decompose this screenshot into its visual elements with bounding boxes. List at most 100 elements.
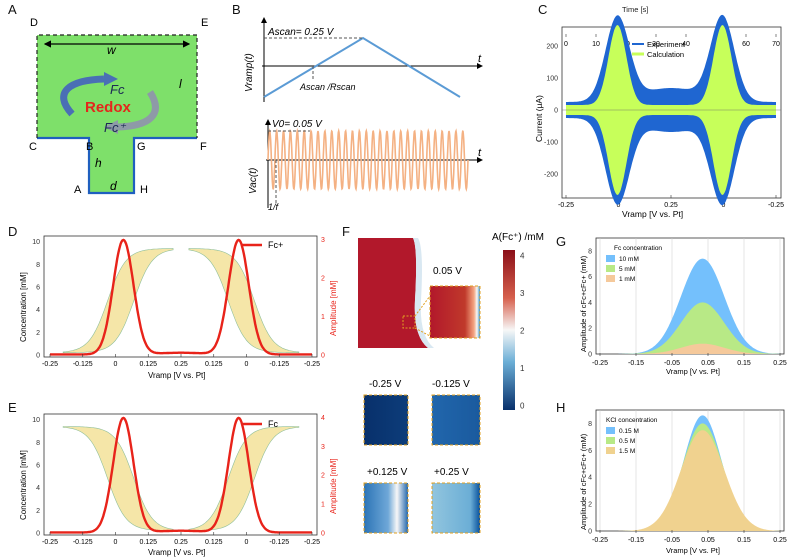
g-series-10mm — [600, 258, 780, 354]
d-ylabel-right: Amplitude [mM] — [329, 280, 338, 336]
tick-label: 0.05 — [701, 360, 715, 367]
length-label: l — [179, 77, 182, 91]
tick-label: -0.15 — [628, 537, 644, 544]
tick-label: -200 — [544, 172, 558, 179]
d-ylabel-left: Concentration [mM] — [19, 272, 28, 342]
panel-d: D -0.25 -0.125 0 0.125 0.25 0.125 0 -0.125 -0.25… — [8, 224, 338, 380]
d-band-left — [62, 248, 174, 353]
tick-label: 2 — [588, 502, 592, 509]
e-yticks: 10 8 6 4 2 0 — [32, 417, 40, 537]
ramp-wave — [263, 36, 461, 98]
f-colorbar-ticks: 4 3 2 1 0 — [520, 252, 525, 411]
tick-label: 0.15 — [737, 360, 751, 367]
f-snapshot-label-1: -0.25 V — [369, 379, 402, 390]
g-xticks: -0.25 -0.15 -0.05 0.05 0.15 0.25 — [592, 353, 787, 367]
g-series-5mm — [600, 302, 780, 354]
tick-label: -0.125 — [73, 539, 93, 546]
panel-f: F 0.05 V A(Fc⁺) /mM 4 3 2 1 0 -0.25 V -0.125… — [342, 224, 544, 534]
f-colorbar — [503, 250, 515, 410]
h-yticks: 8 6 4 2 0 — [588, 421, 592, 536]
f-snapshot-1 — [363, 394, 409, 446]
tick-label: 8 — [588, 421, 592, 428]
tick-label: 0 — [520, 402, 525, 411]
h-legend-3: 1.5 M — [619, 448, 635, 455]
c-y-ticks: 200 100 0 -100 -200 — [544, 44, 558, 179]
c-legend-exp: Experiment — [647, 40, 686, 49]
tick-label: 10 — [32, 239, 40, 246]
tick-label: 70 — [772, 41, 780, 48]
redox-arrow-top — [60, 75, 105, 117]
d-plot-frame — [43, 235, 318, 358]
c-xlabel: Vramp [V vs. Pt] — [622, 209, 683, 219]
h-legend-title: KCl concentration — [606, 417, 658, 424]
panel-g-label: G — [556, 234, 566, 249]
panel-a: A w l h d D E C F B G A H Fc Redox Fc⁺ — [8, 2, 208, 196]
f-snapshot-label-3: +0.125 V — [367, 467, 408, 478]
channel-fluid — [37, 35, 197, 193]
tick-label: 6 — [36, 285, 40, 292]
tick-label: 4 — [321, 415, 325, 422]
tick-label: 0.125 — [139, 539, 157, 546]
corner-b: B — [86, 141, 93, 153]
tick-label: 0 — [245, 361, 249, 368]
panel-a-label: A — [8, 2, 17, 17]
f-snapshot-3 — [363, 482, 409, 534]
tick-label: 2 — [36, 508, 40, 515]
tick-label: 4 — [36, 485, 40, 492]
tick-label: 0 — [245, 539, 249, 546]
tick-label: 0 — [321, 353, 325, 360]
tick-label: -0.15 — [628, 360, 644, 367]
tick-label: 4 — [588, 300, 592, 307]
tick-label: 2 — [36, 330, 40, 337]
tick-label: 2 — [520, 327, 525, 336]
ac-amplitude: V0= 0.05 V — [272, 119, 323, 130]
tick-label: 0.25 — [174, 539, 188, 546]
f-field-map — [358, 238, 428, 348]
ramp-ylabel: Vramp(t) — [244, 53, 255, 92]
channel-wall — [37, 136, 197, 195]
tick-label: 3 — [321, 237, 325, 244]
e-band-left — [62, 426, 174, 532]
tick-label: 40 — [682, 41, 690, 48]
tick-label: -0.25 — [592, 360, 608, 367]
f-inset-label: 0.05 V — [433, 266, 462, 277]
tick-label: 0 — [588, 529, 592, 536]
tick-label: 0.05 — [701, 537, 715, 544]
e-amplitude-curve — [50, 416, 312, 534]
corner-c: C — [29, 141, 37, 153]
panel-f-label: F — [342, 224, 350, 239]
panel-c-label: C — [538, 2, 547, 17]
tick-label: 60 — [742, 41, 750, 48]
tick-label: -0.125 — [269, 361, 289, 368]
redox-arrowhead-top — [104, 72, 118, 86]
g-legend-swatch-1 — [606, 255, 615, 262]
tick-label: 0.15 — [737, 537, 751, 544]
tick-label: 0 — [617, 202, 621, 209]
tick-label: -0.05 — [664, 360, 680, 367]
tick-label: 2 — [321, 473, 325, 480]
e-xticks: -0.25 -0.125 0 0.125 0.25 0.125 0 -0.125 -0.25 — [42, 532, 320, 546]
panel-h: H -0.25 -0.15 -0.05 0.05 0.15 0.25 8 6 4 2 0 KCl … — [556, 400, 787, 555]
g-ylabel: Amplitude of cFc+cFc+ (mM) — [579, 255, 588, 352]
tick-label: 30 — [652, 41, 660, 48]
tick-label: -100 — [544, 140, 558, 147]
tick-label: 1 — [520, 364, 525, 373]
e-right-ticks: 4 3 2 1 0 — [321, 415, 325, 538]
tick-label: -0.25 — [304, 539, 320, 546]
h-xticks: -0.25 -0.15 -0.05 0.05 0.15 0.25 — [592, 530, 787, 544]
d-xlabel: Vramp [V vs. Pt] — [148, 371, 206, 380]
f-zoom-line-1 — [414, 295, 431, 317]
tick-label: 6 — [36, 463, 40, 470]
tick-label: 0 — [564, 41, 568, 48]
tick-label: 4 — [36, 307, 40, 314]
depth-label: d — [110, 179, 117, 193]
h-xlabel: Vramp [V vs. Pt] — [666, 546, 720, 555]
f-inset — [429, 285, 481, 339]
f-snapshot-4 — [431, 482, 481, 534]
panel-g: G -0.25 -0.15 -0.05 0.05 0.15 0.25 8 6 4 2 0 Fc c… — [556, 234, 787, 376]
tick-label: -0.125 — [269, 539, 289, 546]
f-snapshot-2 — [431, 394, 481, 446]
tick-label: 10 — [592, 41, 600, 48]
panel-h-label: H — [556, 400, 565, 415]
